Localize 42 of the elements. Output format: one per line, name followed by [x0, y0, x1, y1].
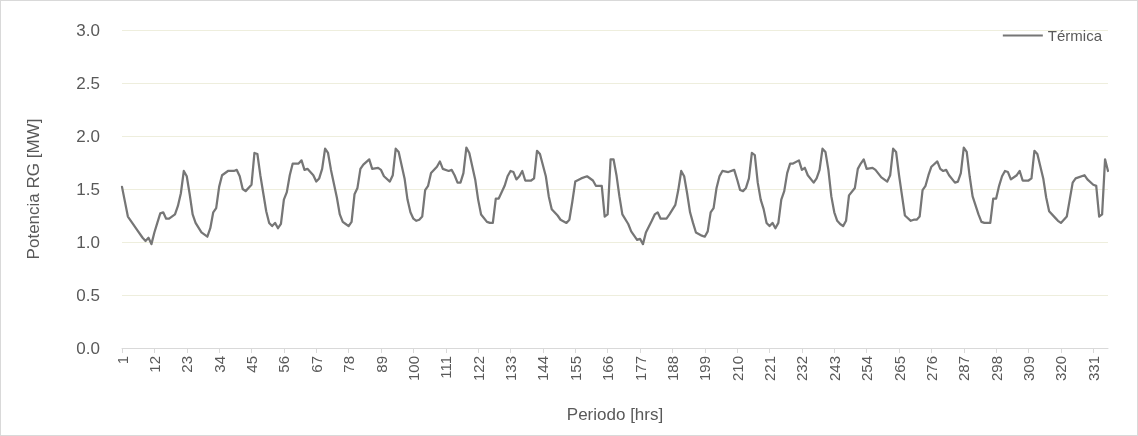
- x-tick-label: 122: [469, 356, 487, 382]
- x-tick-label: 78: [340, 356, 358, 373]
- x-tick-label: 34: [210, 356, 228, 373]
- line-series: [120, 146, 1110, 246]
- y-tick-label: 2.0: [76, 126, 100, 146]
- x-tick-label: 177: [631, 356, 649, 382]
- x-tick-label: 287: [955, 356, 973, 382]
- x-tick-label: 309: [1020, 356, 1038, 382]
- y-axis-title: Potencia RG [MW]: [24, 118, 43, 260]
- x-tick-label: 265: [890, 356, 908, 382]
- y-tick-label: 2.5: [76, 73, 100, 93]
- x-tick-label: 221: [761, 356, 779, 382]
- y-tick-label: 1.5: [76, 179, 100, 199]
- x-tick-label: 1: [113, 356, 131, 365]
- x-tick-label: 155: [566, 356, 584, 382]
- x-tick-label: 210: [728, 356, 746, 382]
- x-tick-label: 199: [696, 356, 714, 382]
- x-tick-label: 100: [404, 356, 422, 382]
- y-tick-label: 0.5: [76, 285, 100, 305]
- x-tick-label: 144: [534, 356, 552, 382]
- x-axis-title: Periodo [hrs]: [566, 405, 664, 424]
- x-tick-label: 12: [145, 356, 163, 373]
- x-tick-label: 56: [275, 356, 293, 373]
- x-tick-label: 133: [502, 356, 520, 382]
- x-tick-label: 89: [372, 356, 390, 373]
- x-tick-label: 23: [178, 356, 196, 373]
- y-tick-label: 1.0: [76, 232, 100, 252]
- legend-label: Térmica: [1047, 27, 1103, 44]
- y-tick-label: 3.0: [76, 20, 100, 40]
- x-tick-label: 166: [599, 356, 617, 382]
- x-tick-label: 45: [243, 356, 260, 373]
- x-tick-label: 254: [858, 356, 876, 382]
- x-tick-label: 276: [922, 356, 940, 382]
- x-tick-label: 331: [1084, 356, 1102, 382]
- x-tick-label: 320: [1052, 356, 1070, 382]
- x-tick-label: 298: [987, 356, 1005, 382]
- x-tick-label: 111: [437, 356, 455, 379]
- x-tick-label: 188: [663, 356, 681, 382]
- x-tick-label: 67: [307, 356, 325, 373]
- y-tick-label: 0.0: [76, 338, 100, 358]
- x-tick-label: 243: [825, 356, 843, 382]
- x-tick-label: 232: [793, 356, 811, 382]
